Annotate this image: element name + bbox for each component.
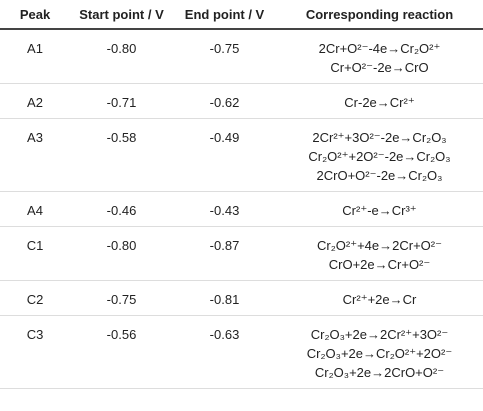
start-cell: -0.58 [70,118,173,192]
reaction-line: Cr+O²⁻-2e→CrO [330,60,429,75]
column-header: Start point / V [70,0,173,30]
end-cell: -0.62 [173,83,276,119]
start-cell: -0.80 [70,226,173,281]
reaction-line: CrO+2e→Cr+O²⁻ [328,257,431,272]
reaction-cell: Cr₂O²⁺+4e→2Cr+O²⁻ CrO+2e→Cr+O²⁻ [276,226,483,281]
end-cell: -0.43 [173,191,276,227]
reaction-line: Cr²⁺+2e→Cr [342,292,417,307]
end-cell: -0.49 [173,118,276,192]
peak-cell: A1 [0,29,70,84]
reaction-cell: Cr²⁺-e→Cr³⁺ [276,191,483,227]
peak-cell: C1 [0,226,70,281]
table-body: A1 -0.80 -0.75 2Cr+O²⁻-4e→Cr₂O²⁺ Cr+O²⁻-2e→C… [0,29,483,389]
reaction-line: Cr₂O₃+2e→2Cr²⁺+3O²⁻ [310,327,449,342]
end-cell: -0.75 [173,29,276,84]
table-row: A1 -0.80 -0.75 2Cr+O²⁻-4e→Cr₂O²⁺ Cr+O²⁻-2e→C… [0,29,483,84]
reaction-line: 2CrO+O²⁻-2e→Cr₂O₃ [316,168,443,183]
reaction-line: Cr-2e→Cr²⁺ [344,95,415,110]
peak-cell: A3 [0,118,70,192]
start-cell: -0.71 [70,83,173,119]
column-header: Corresponding reaction [276,0,483,30]
reaction-cell: 2Cr²⁺+3O²⁻-2e→Cr₂O₃ Cr₂O²⁺+2O²⁻-2e→Cr₂O₃ 2… [276,118,483,192]
table-row: A4 -0.46 -0.43 Cr²⁺-e→Cr³⁺ [0,191,483,227]
column-header: End point / V [173,0,276,30]
table-row: C1 -0.80 -0.87 Cr₂O²⁺+4e→2Cr+O²⁻ CrO+2e→Cr+O… [0,226,483,281]
peak-cell: A4 [0,191,70,227]
reaction-line: 2Cr+O²⁻-4e→Cr₂O²⁺ [318,41,441,56]
end-cell: -0.87 [173,226,276,281]
reaction-cell: Cr₂O₃+2e→2Cr²⁺+3O²⁻ Cr₂O₃+2e→Cr₂O²⁺+2O²⁻ C… [276,315,483,389]
reaction-line: Cr₂O²⁺+2O²⁻-2e→Cr₂O₃ [308,149,451,164]
start-cell: -0.56 [70,315,173,389]
table-row: A3 -0.58 -0.49 2Cr²⁺+3O²⁻-2e→Cr₂O₃ Cr₂O²⁺+2O… [0,118,483,192]
table-header: Peak Start point / V End point / V Correspo… [0,0,483,30]
reaction-cell: Cr²⁺+2e→Cr [276,280,483,316]
reaction-cell: Cr-2e→Cr²⁺ [276,83,483,119]
header-row: Peak Start point / V End point / V Correspo… [0,0,483,30]
table-row: C3 -0.56 -0.63 Cr₂O₃+2e→2Cr²⁺+3O²⁻ Cr₂O₃+2e→… [0,315,483,389]
peak-cell: A2 [0,83,70,119]
reaction-cell: 2Cr+O²⁻-4e→Cr₂O²⁺ Cr+O²⁻-2e→CrO [276,29,483,84]
start-cell: -0.75 [70,280,173,316]
reaction-line: Cr₂O₃+2e→2CrO+O²⁻ [314,365,445,380]
reaction-line: Cr₂O₃+2e→Cr₂O²⁺+2O²⁻ [306,346,453,361]
table-row: C2 -0.75 -0.81 Cr²⁺+2e→Cr [0,280,483,316]
reaction-line: Cr²⁺-e→Cr³⁺ [342,203,417,218]
start-cell: -0.46 [70,191,173,227]
table-row: A2 -0.71 -0.62 Cr-2e→Cr²⁺ [0,83,483,119]
column-header: Peak [0,0,70,30]
end-cell: -0.81 [173,280,276,316]
reaction-line: 2Cr²⁺+3O²⁻-2e→Cr₂O₃ [312,130,447,145]
end-cell: -0.63 [173,315,276,389]
peak-cell: C2 [0,280,70,316]
reaction-table: Peak Start point / V End point / V Correspo… [0,0,483,389]
peak-cell: C3 [0,315,70,389]
start-cell: -0.80 [70,29,173,84]
reaction-line: Cr₂O²⁺+4e→2Cr+O²⁻ [317,238,442,253]
